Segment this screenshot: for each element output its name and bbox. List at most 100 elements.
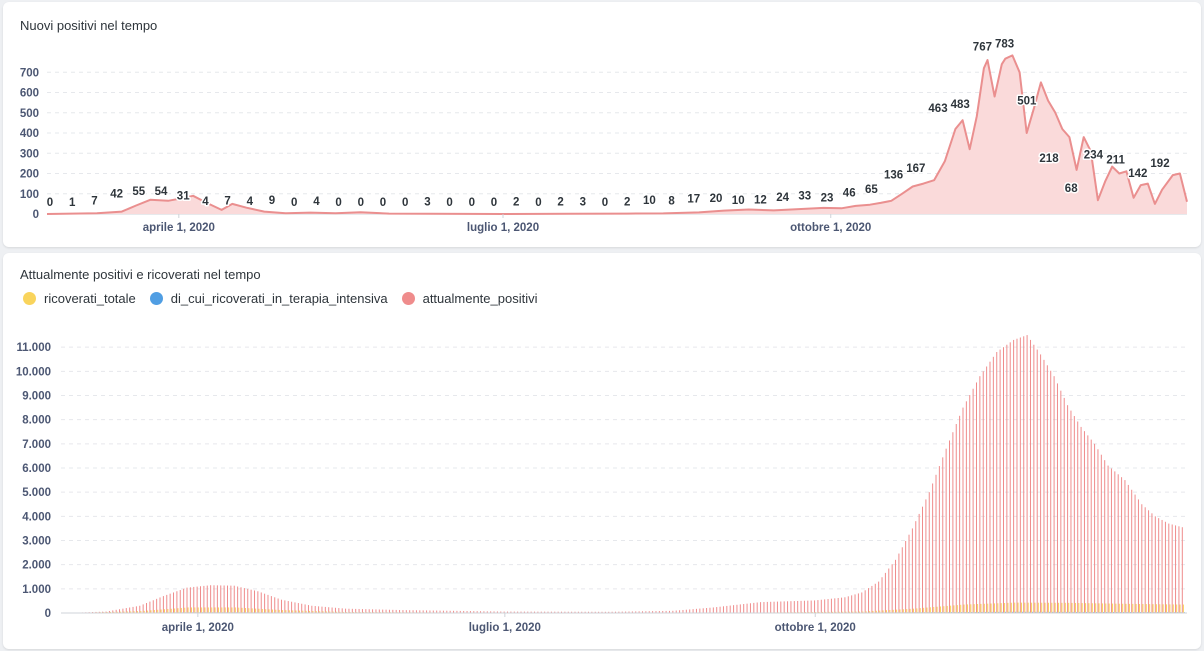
- bar-ricoverati-totale[interactable]: [251, 608, 253, 613]
- bar-attualmente-positivi[interactable]: [564, 611, 566, 613]
- bar-attualmente-positivi[interactable]: [591, 611, 593, 613]
- bar-ricoverati-totale[interactable]: [1115, 603, 1117, 613]
- bar-ricoverati-totale[interactable]: [268, 609, 270, 613]
- bar-attualmente-positivi[interactable]: [621, 611, 623, 613]
- bar-ricoverati-totale[interactable]: [960, 604, 962, 613]
- bar-ricoverati-totale[interactable]: [1139, 603, 1141, 613]
- bar-attualmente-positivi[interactable]: [1137, 499, 1139, 613]
- bar-attualmente-positivi[interactable]: [382, 609, 384, 613]
- bar-ricoverati-totale[interactable]: [946, 605, 948, 613]
- bar-terapia-intensiva[interactable]: [1022, 611, 1023, 613]
- bar-attualmente-positivi[interactable]: [709, 607, 711, 613]
- bar-attualmente-positivi[interactable]: [736, 604, 738, 613]
- bar-attualmente-positivi[interactable]: [604, 611, 606, 613]
- bar-attualmente-positivi[interactable]: [412, 610, 414, 613]
- bar-ricoverati-totale[interactable]: [305, 610, 307, 613]
- bar-ricoverati-totale[interactable]: [872, 610, 874, 613]
- bar-ricoverati-totale[interactable]: [1010, 602, 1012, 613]
- bar-ricoverati-totale[interactable]: [1149, 604, 1151, 613]
- bar-ricoverati-totale[interactable]: [916, 608, 918, 613]
- bar-attualmente-positivi[interactable]: [1114, 471, 1116, 613]
- bar-attualmente-positivi[interactable]: [294, 602, 296, 613]
- bar-ricoverati-totale[interactable]: [852, 611, 854, 613]
- bar-attualmente-positivi[interactable]: [375, 609, 377, 613]
- bar-ricoverati-totale[interactable]: [1044, 602, 1046, 613]
- bar-ricoverati-totale[interactable]: [302, 610, 304, 613]
- bar-ricoverati-totale[interactable]: [977, 604, 979, 613]
- bar-ricoverati-totale[interactable]: [862, 611, 864, 613]
- bar-ricoverati-totale[interactable]: [896, 609, 898, 613]
- bar-attualmente-positivi[interactable]: [183, 588, 185, 613]
- bar-attualmente-positivi[interactable]: [776, 601, 778, 613]
- bar-ricoverati-totale[interactable]: [1071, 602, 1073, 613]
- bar-terapia-intensiva[interactable]: [1086, 611, 1087, 613]
- bar-attualmente-positivi[interactable]: [1178, 526, 1180, 613]
- bar-attualmente-positivi[interactable]: [159, 597, 161, 613]
- bar-attualmente-positivi[interactable]: [938, 466, 940, 613]
- bar-attualmente-positivi[interactable]: [122, 608, 124, 613]
- bar-attualmente-positivi[interactable]: [1060, 390, 1062, 613]
- bar-attualmente-positivi[interactable]: [486, 611, 488, 613]
- bar-ricoverati-totale[interactable]: [1159, 604, 1161, 613]
- bar-attualmente-positivi[interactable]: [668, 610, 670, 613]
- bar-attualmente-positivi[interactable]: [372, 609, 374, 613]
- bar-ricoverati-totale[interactable]: [137, 611, 138, 613]
- bar-attualmente-positivi[interactable]: [297, 603, 299, 613]
- bar-attualmente-positivi[interactable]: [797, 600, 799, 613]
- bar-attualmente-positivi[interactable]: [648, 611, 650, 613]
- bar-attualmente-positivi[interactable]: [196, 586, 198, 613]
- bar-attualmente-positivi[interactable]: [645, 611, 647, 613]
- bar-attualmente-positivi[interactable]: [544, 611, 546, 613]
- bar-ricoverati-totale[interactable]: [882, 610, 884, 613]
- bar-ricoverati-totale[interactable]: [943, 606, 945, 613]
- bar-attualmente-positivi[interactable]: [189, 587, 191, 613]
- bar-attualmente-positivi[interactable]: [480, 611, 482, 613]
- bar-ricoverati-totale[interactable]: [207, 607, 209, 613]
- bar-ricoverati-totale[interactable]: [322, 611, 324, 613]
- bar-terapia-intensiva[interactable]: [1045, 611, 1047, 613]
- bar-attualmente-positivi[interactable]: [1033, 344, 1035, 613]
- bar-attualmente-positivi[interactable]: [500, 611, 502, 614]
- bar-attualmente-positivi[interactable]: [220, 585, 222, 613]
- bar-attualmente-positivi[interactable]: [338, 608, 340, 613]
- bar-attualmente-positivi[interactable]: [169, 593, 171, 613]
- bar-attualmente-positivi[interactable]: [1107, 465, 1109, 613]
- bar-attualmente-positivi[interactable]: [1161, 519, 1163, 613]
- bar-terapia-intensiva[interactable]: [1099, 611, 1101, 613]
- bar-attualmente-positivi[interactable]: [665, 610, 667, 613]
- bar-terapia-intensiva[interactable]: [1062, 611, 1064, 613]
- bar-ricoverati-totale[interactable]: [828, 611, 830, 613]
- bar-attualmente-positivi[interactable]: [1073, 416, 1075, 613]
- bar-attualmente-positivi[interactable]: [307, 605, 309, 613]
- bar-ricoverati-totale[interactable]: [1182, 604, 1184, 613]
- bar-ricoverati-totale[interactable]: [1108, 603, 1110, 613]
- bar-attualmente-positivi[interactable]: [1036, 349, 1038, 613]
- bar-attualmente-positivi[interactable]: [210, 585, 212, 613]
- bar-ricoverati-totale[interactable]: [1125, 603, 1127, 613]
- bar-attualmente-positivi[interactable]: [925, 499, 927, 613]
- bar-ricoverati-totale[interactable]: [231, 607, 233, 613]
- bar-terapia-intensiva[interactable]: [981, 611, 983, 613]
- bar-attualmente-positivi[interactable]: [459, 610, 461, 613]
- bar-ricoverati-totale[interactable]: [116, 611, 118, 613]
- bar-ricoverati-totale[interactable]: [319, 611, 321, 613]
- bar-attualmente-positivi[interactable]: [635, 611, 637, 613]
- bar-attualmente-positivi[interactable]: [996, 352, 998, 613]
- bar-attualmente-positivi[interactable]: [571, 611, 573, 613]
- bar-attualmente-positivi[interactable]: [102, 611, 104, 613]
- bar-ricoverati-totale[interactable]: [1020, 602, 1022, 613]
- bar-attualmente-positivi[interactable]: [1171, 524, 1173, 613]
- bar-ricoverati-totale[interactable]: [332, 611, 334, 613]
- bar-attualmente-positivi[interactable]: [675, 610, 677, 613]
- bar-ricoverati-totale[interactable]: [282, 610, 284, 613]
- bar-terapia-intensiva[interactable]: [998, 611, 1000, 613]
- bar-ricoverati-totale[interactable]: [1041, 602, 1043, 613]
- bar-attualmente-positivi[interactable]: [1124, 480, 1126, 613]
- bar-attualmente-positivi[interactable]: [345, 608, 347, 613]
- bar-attualmente-positivi[interactable]: [588, 611, 589, 613]
- bar-attualmente-positivi[interactable]: [915, 521, 917, 613]
- bar-attualmente-positivi[interactable]: [911, 528, 913, 613]
- bar-attualmente-positivi[interactable]: [847, 596, 849, 613]
- bar-attualmente-positivi[interactable]: [685, 609, 687, 613]
- bar-attualmente-positivi[interactable]: [442, 610, 444, 613]
